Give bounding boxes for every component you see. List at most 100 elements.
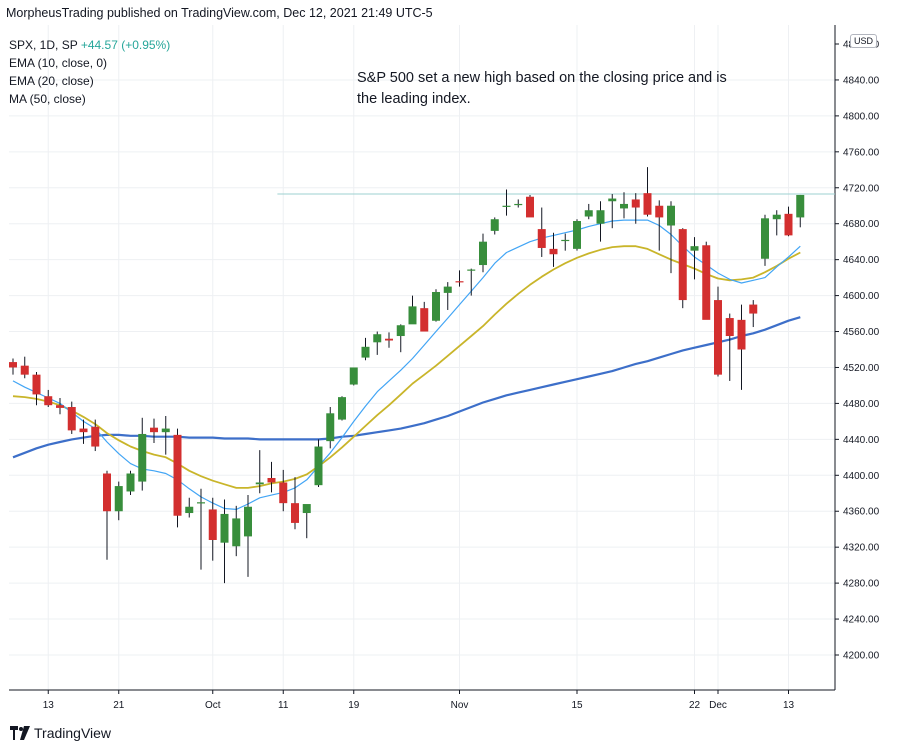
- candle-body: [526, 196, 534, 218]
- candle-body: [737, 319, 746, 350]
- candle-body: [279, 482, 288, 504]
- candle-body: [772, 214, 781, 220]
- candle-body: [185, 506, 194, 514]
- time-tick-label: Nov: [451, 700, 469, 711]
- candle-body: [349, 367, 358, 385]
- candle-body: [784, 213, 793, 236]
- price-tick-label: 4480.00: [843, 399, 880, 410]
- candle-body: [173, 434, 182, 516]
- time-tick-label: 21: [113, 700, 125, 711]
- candle-body: [667, 205, 675, 226]
- tradingview-brand-text: TradingView: [34, 725, 112, 741]
- time-tick-label: 13: [783, 700, 795, 711]
- candle-body: [373, 334, 382, 343]
- candle-body: [44, 396, 53, 406]
- currency-badge[interactable]: USD: [850, 34, 878, 48]
- price-tick-label: 4440.00: [843, 435, 880, 446]
- candle-body: [655, 205, 664, 218]
- candle-body: [749, 304, 758, 314]
- chart-legend: SPX, 1D, SP +44.57 (+0.95%) EMA (10, clo…: [9, 36, 170, 108]
- price-tick-label: 4840.00: [843, 75, 880, 86]
- candle-body: [20, 365, 29, 375]
- price-tick-label: 4720.00: [843, 183, 880, 194]
- footer-brand[interactable]: TradingView: [10, 725, 111, 741]
- candle-body: [326, 413, 335, 442]
- candle-body: [32, 374, 41, 395]
- candle-body: [796, 194, 805, 218]
- price-tick-label: 4320.00: [843, 543, 880, 554]
- candle-body: [584, 210, 593, 217]
- candle-body: [9, 362, 17, 368]
- candle-body: [161, 428, 170, 433]
- candle-body: [420, 308, 429, 332]
- candle-body: [126, 473, 135, 492]
- price-tick-label: 4360.00: [843, 507, 880, 518]
- candle-body: [385, 338, 393, 341]
- candle-body: [232, 518, 241, 547]
- price-tick-label: 4680.00: [843, 219, 880, 230]
- candle-body: [620, 203, 628, 209]
- candle-body: [255, 482, 264, 485]
- time-tick-label: 15: [571, 700, 583, 711]
- candle-body: [455, 281, 464, 283]
- price-chart[interactable]: 4200.00 4240.00 4280.00 4320.00 4360.00 4400.…: [9, 25, 891, 717]
- price-tick-label: 4520.00: [843, 363, 880, 374]
- chart-annotation: S&P 500 set a new high based on the clos…: [357, 70, 727, 107]
- time-tick-label: Dec: [709, 700, 727, 711]
- candle-body: [443, 286, 452, 293]
- candle-body: [432, 291, 440, 321]
- price-tick-label: 4200.00: [843, 651, 880, 662]
- candle-body: [67, 407, 76, 431]
- candle-body: [537, 229, 546, 248]
- candle-body: [608, 198, 617, 202]
- price-change: +44.57 (+0.95%): [80, 38, 171, 52]
- candle-body: [361, 346, 370, 358]
- candle-body: [725, 318, 734, 337]
- candle-body: [631, 199, 640, 208]
- candle-body: [114, 486, 123, 512]
- price-tick-label: 4400.00: [843, 471, 880, 482]
- candle-body: [208, 509, 217, 540]
- legend-ema10[interactable]: EMA (10, close, 0): [9, 56, 108, 70]
- symbol-line[interactable]: SPX, 1D, SP +44.57 (+0.95%): [9, 36, 170, 54]
- candle-body: [549, 248, 558, 255]
- time-tick-label: 13: [43, 700, 55, 711]
- legend-ema20[interactable]: EMA (20, close): [9, 74, 94, 88]
- time-tick-label: 22: [689, 700, 701, 711]
- price-tick-label: 4760.00: [843, 147, 880, 158]
- price-tick-label: 4640.00: [843, 255, 880, 266]
- candle-body: [291, 503, 299, 523]
- candle-body: [690, 246, 699, 251]
- legend-ma50[interactable]: MA (50, close): [9, 92, 86, 106]
- candle-body: [678, 229, 687, 301]
- chart-frame[interactable]: 4200.00 4240.00 4280.00 4320.00 4360.00 4400.…: [9, 25, 891, 717]
- candle-body: [103, 473, 111, 512]
- candle-body: [302, 504, 311, 514]
- ma50-line: [12, 316, 801, 459]
- candle-body: [702, 245, 711, 320]
- candle-body: [479, 241, 487, 266]
- price-tick-label: 4600.00: [843, 291, 880, 302]
- candle-body: [714, 300, 722, 375]
- time-tick-label: Oct: [205, 700, 221, 711]
- candle-body: [561, 239, 570, 242]
- publisher-header: MorpheusTrading published on TradingView…: [6, 6, 433, 20]
- candle-body: [56, 405, 64, 408]
- candle-body: [490, 219, 499, 231]
- candle-body: [467, 269, 476, 271]
- candle-body: [514, 203, 523, 206]
- price-tick-label: 4560.00: [843, 327, 880, 338]
- candle-body: [573, 221, 581, 249]
- candle-body: [643, 193, 652, 215]
- candle-body: [138, 433, 147, 482]
- candle-body: [408, 306, 417, 325]
- tradingview-logo-icon: [10, 726, 30, 740]
- candle-body: [220, 513, 229, 543]
- price-tick-label: 4800.00: [843, 111, 880, 122]
- candle-body: [314, 446, 323, 486]
- symbol-label: SPX, 1D, SP: [9, 38, 78, 52]
- price-tick-label: 4280.00: [843, 579, 880, 590]
- candle-body: [396, 325, 405, 337]
- candle-body: [244, 506, 252, 537]
- time-tick-label: 11: [278, 700, 289, 711]
